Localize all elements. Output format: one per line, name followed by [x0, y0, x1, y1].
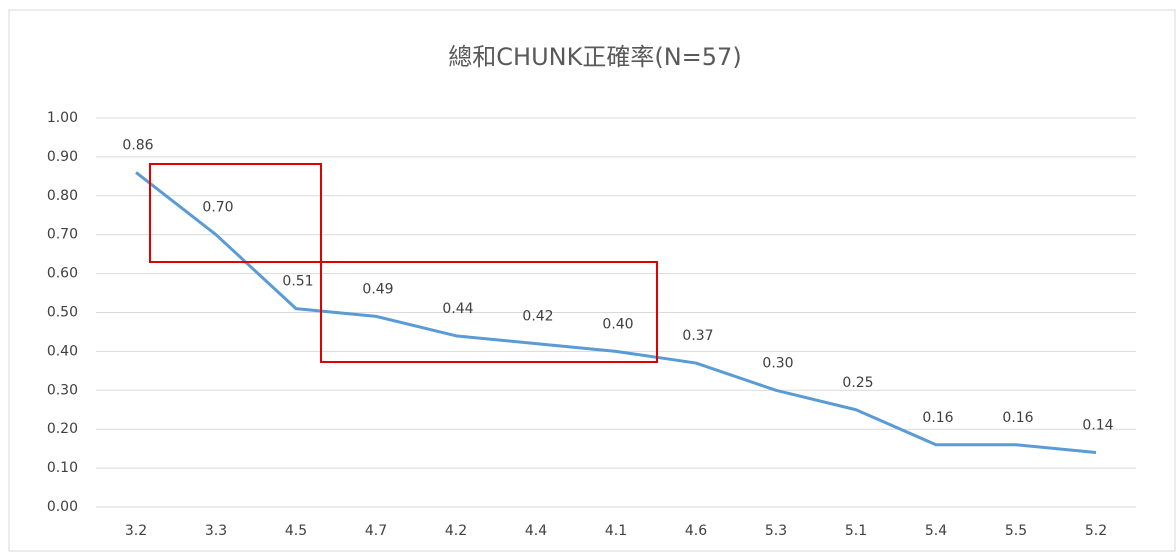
y-tick-label: 0.40 [47, 343, 78, 359]
y-tick-label: 1.00 [47, 110, 78, 126]
y-tick-label: 0.20 [47, 421, 78, 437]
data-label: 0.49 [362, 281, 393, 297]
data-label: 0.44 [442, 301, 473, 317]
x-tick-label: 4.1 [605, 523, 627, 539]
y-tick-label: 0.80 [47, 188, 78, 204]
plot-area: 0.00 0.10 0.20 0.30 0.40 0.50 0.60 0.70 0.80 0.90… [47, 110, 1136, 539]
x-tick-label: 4.6 [685, 523, 707, 539]
x-tick-label: 5.3 [765, 523, 787, 539]
annotation-box [149, 163, 322, 263]
data-label: 0.70 [202, 200, 233, 216]
x-tick-label: 5.1 [845, 523, 867, 539]
data-label: 0.16 [1002, 410, 1033, 426]
data-label: 0.14 [1082, 418, 1113, 434]
x-tick-label: 5.2 [1085, 523, 1107, 539]
x-tick-label: 5.5 [1005, 523, 1027, 539]
data-label: 0.42 [522, 309, 553, 325]
x-tick-label: 4.4 [525, 523, 547, 539]
y-tick-label: 0.60 [47, 266, 78, 282]
data-label: 0.37 [682, 328, 713, 344]
chart-title: 總和CHUNK正確率(N=57) [448, 43, 741, 71]
y-tick-label: 0.70 [47, 227, 78, 243]
data-label: 0.86 [122, 137, 153, 153]
x-tick-label: 4.7 [365, 523, 387, 539]
x-tick-label: 4.5 [285, 523, 307, 539]
chart-border [8, 9, 1176, 552]
annotation-box [320, 261, 658, 363]
y-tick-label: 0.50 [47, 305, 78, 321]
x-tick-label: 4.2 [445, 523, 467, 539]
x-tick-label: 5.4 [925, 523, 947, 539]
y-tick-label: 0.00 [47, 499, 78, 515]
x-tick-label: 3.2 [125, 523, 147, 539]
data-label: 0.40 [602, 316, 633, 332]
y-tick-label: 0.30 [47, 382, 78, 398]
data-label: 0.30 [762, 355, 793, 371]
y-tick-label: 0.10 [47, 460, 78, 476]
line [135, 171, 1097, 455]
data-label: 0.16 [922, 410, 953, 426]
y-tick-label: 0.90 [47, 149, 78, 165]
data-label: 0.25 [842, 375, 873, 391]
data-label: 0.51 [282, 274, 313, 290]
x-tick-label: 3.3 [205, 523, 227, 539]
